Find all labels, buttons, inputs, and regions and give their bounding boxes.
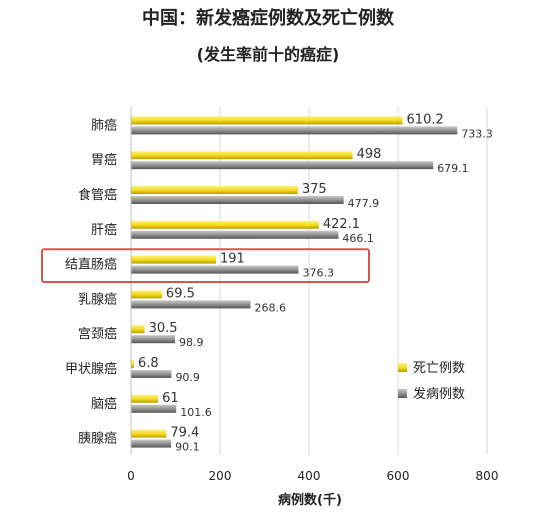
value-label-cases: 466.1 [342,232,374,245]
value-label-deaths: 610.2 [407,112,444,127]
bar-deaths [131,255,216,264]
bar-cases [131,230,339,239]
legend-label: 死亡例数 [413,361,465,376]
value-label-deaths: 61 [162,391,179,406]
value-label-deaths: 375 [302,182,327,197]
bar-deaths [131,186,298,194]
x-tick-label: 600 [387,469,410,483]
value-label-cases: 376.3 [302,267,334,280]
category-label: 脑癌 [91,396,117,412]
category-label: 肺癌 [91,117,117,133]
bar-deaths [131,394,159,403]
legend-swatch [398,389,407,398]
category-label: 肝癌 [91,222,117,238]
value-label-deaths: 422.1 [323,217,360,232]
value-label-cases: 733.3 [461,127,493,140]
category-label: 胃癌 [91,152,117,168]
value-label-cases: 101.6 [180,406,212,419]
value-label-cases: 98.9 [179,336,204,349]
value-label-cases: 268.6 [255,301,286,314]
bar-cases [131,439,172,448]
value-label-cases: 477.9 [348,197,380,210]
bar-cases [131,265,299,274]
value-label-deaths: 79.4 [170,426,199,441]
labels: 肺癌 610.2 733.3 胃癌 498 679.1 食管癌 375 477.9 肝癌 422.1… [65,112,493,453]
bars [131,116,458,448]
category-label: 宫颈癌 [78,326,117,342]
category-label: 胰腺癌 [78,431,117,447]
bar-deaths [131,116,403,125]
category-label: 结直肠癌 [65,257,117,273]
legend-label: 发病例数 [413,386,465,402]
value-label-deaths: 30.5 [149,321,178,336]
x-tick-label: 800 [476,469,499,483]
value-label-deaths: 69.5 [166,286,195,301]
bar-deaths [131,429,167,438]
highlight-box [41,248,370,283]
x-axis-title: 病例数(千) [278,492,342,508]
bar-deaths [131,220,319,229]
category-label: 乳腺癌 [78,291,117,307]
value-label-deaths: 498 [357,147,382,162]
value-label-cases: 679.1 [437,162,469,175]
value-label-cases: 90.9 [175,371,200,384]
bar-cases [131,196,344,204]
bar-cases [131,161,434,170]
chart-subtitle: (发生率前十的癌症) [197,45,340,64]
legend-swatch [398,363,407,372]
bar-deaths [131,360,135,368]
x-tick-label: 400 [298,469,321,483]
category-label: 甲状腺癌 [65,361,117,377]
bar-cases [131,404,177,413]
value-label-deaths: 191 [220,252,245,267]
bar-cases [131,126,458,135]
bar-deaths [131,325,145,334]
category-label: 食管癌 [78,187,117,203]
chart-title: 中国：新发癌症例数及死亡例数 [142,7,395,29]
value-label-cases: 90.1 [175,441,200,454]
bar-cases [131,335,176,344]
x-tick-label: 0 [127,469,135,483]
bar-cases [131,300,251,309]
bar-deaths [131,290,162,299]
bar-cases [131,370,172,378]
x-tick-label: 200 [209,469,232,483]
value-label-deaths: 6.8 [138,356,159,371]
bar-deaths [131,151,353,160]
